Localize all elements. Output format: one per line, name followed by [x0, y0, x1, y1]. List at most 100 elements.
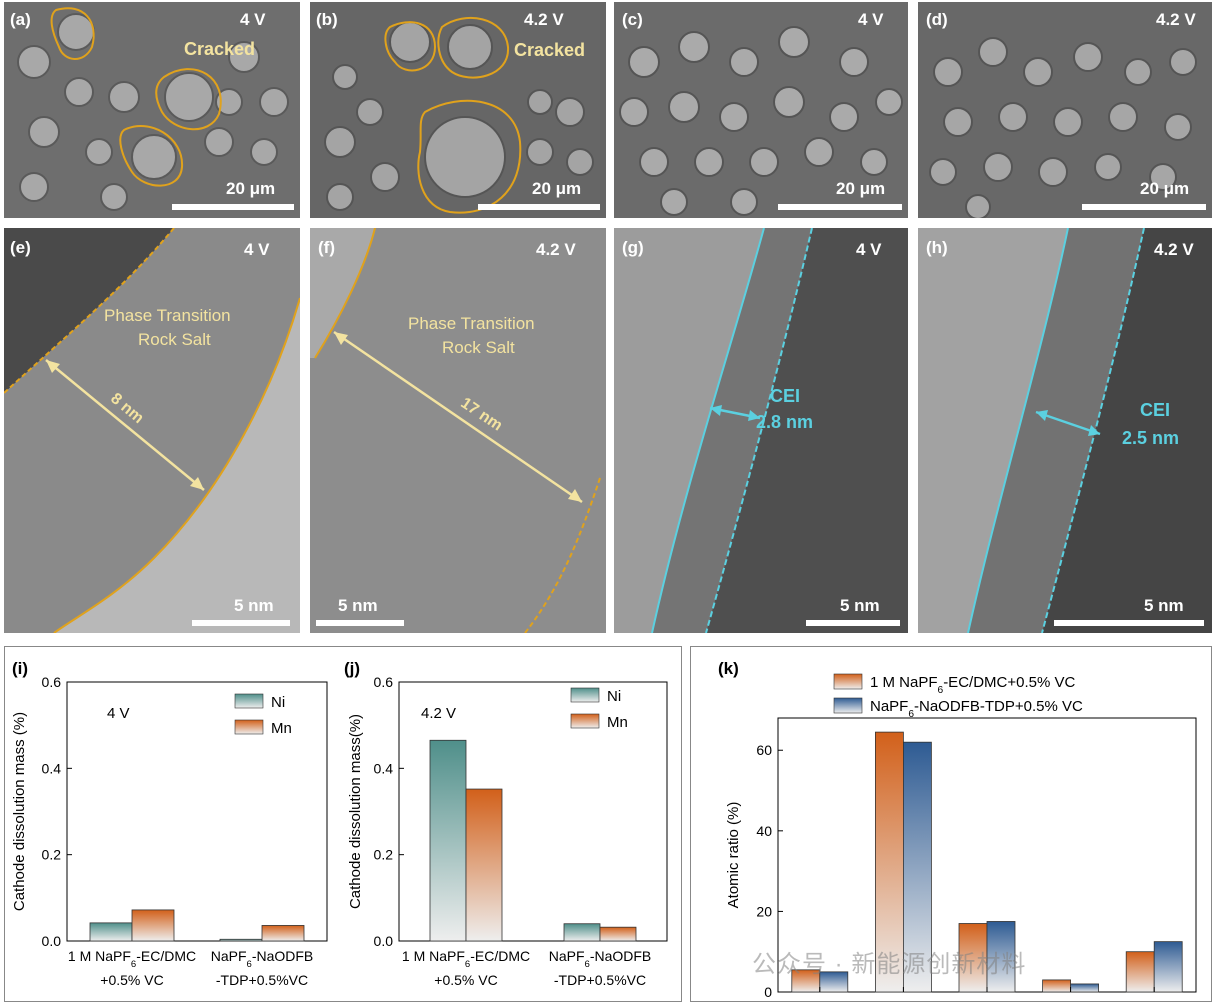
legend-label: Mn [607, 714, 628, 731]
chart-frame-k [690, 646, 1212, 1002]
panel-label: (i) [12, 659, 28, 678]
sem-panel-a: (a) 4 V Cracked 20 μm [4, 2, 300, 218]
scale-bar-label: 20 μm [1140, 179, 1190, 198]
bar-mn-1 [599, 926, 637, 942]
watermark: 公众号 · 新能源创新材料 [752, 951, 1027, 978]
legend-swatch [570, 713, 600, 729]
legend-swatch [570, 687, 600, 703]
y-axis-label: Cathode dissolution mass(%) [347, 714, 364, 909]
cei-arrow [1035, 410, 1101, 436]
bar-series1-4 [1125, 951, 1155, 993]
bar-series2-0 [819, 971, 849, 993]
tem-image-g [614, 228, 908, 633]
chart-frame-ij [4, 646, 682, 1002]
phase-label-line2: Rock Salt [138, 330, 211, 349]
chart-i: (i) 0.0 0.2 0.4 0.6 Cathode dissolution mass … [11, 659, 328, 988]
thickness-arrow [45, 359, 205, 491]
sem-panel-b: (b) 4.2 V Cracked 20 μm [310, 2, 606, 218]
panel-label: (k) [718, 659, 739, 678]
sem-panel-c: (c) 4 V 20 μm [614, 2, 908, 218]
scale-bar-label: 20 μm [532, 179, 582, 198]
sem-image-d [918, 2, 1212, 218]
voltage-label: 4 V [858, 10, 884, 29]
bar-ni-0 [429, 739, 467, 942]
sem-image-a [4, 2, 300, 218]
legend-label: Ni [607, 688, 621, 705]
panel-letter: (e) [10, 238, 31, 257]
cei-thickness: 2.5 nm [1122, 428, 1180, 448]
voltage-label: 4 V [244, 240, 270, 259]
panel-letter: (c) [622, 10, 643, 29]
bar-series2-1 [902, 741, 932, 993]
bar-series2-4 [1153, 941, 1183, 993]
legend-label: 1 M NaPF6-EC/DMC+0.5% VC [870, 674, 1075, 696]
chart-j: (j) 0.0 0.2 0.4 0.6 Cathode dissolution mass(… [344, 659, 668, 988]
cei-label: CEI [1140, 400, 1171, 420]
panel-letter: (d) [926, 10, 948, 29]
legend-swatch [234, 719, 264, 735]
y-tick-label: 0.2 [42, 847, 62, 863]
voltage-label: 4.2 V [536, 240, 576, 259]
x-tick-label-line2: -TDP+0.5%VC [216, 972, 308, 988]
chart-k: (k) 0 20 40 60 Atomic ratio (%) P+B C F Na O 1 M Na… [718, 659, 1197, 1002]
tem-image-f [310, 228, 606, 633]
y-tick-label: 40 [756, 823, 772, 839]
y-tick-label: 0.0 [42, 933, 62, 949]
sem-panel-d: (d) 4.2 V 20 μm [918, 2, 1212, 218]
bar-series1-3 [1042, 979, 1072, 993]
scale-bar-label: 5 nm [338, 596, 378, 615]
bar-ni-0 [89, 922, 133, 942]
legend-label: Mn [271, 720, 292, 737]
voltage-label: 4.2 V [1156, 10, 1196, 29]
y-tick-label: 0.0 [374, 933, 394, 949]
bar-series1-1 [874, 731, 904, 993]
plot-frame [398, 681, 668, 942]
x-tick-label: NaPF6-NaODFB [549, 948, 652, 970]
scale-bar-label: 5 nm [234, 596, 274, 615]
x-tick-label: P+B [805, 1001, 834, 1002]
voltage-inset: 4.2 V [421, 705, 456, 722]
x-tick-label: O [1148, 1001, 1160, 1002]
panel-label: (j) [344, 659, 360, 678]
legend-swatch [234, 693, 264, 709]
legend-label: NaPF6-NaODFB-TDP+0.5% VC [870, 698, 1083, 720]
panel-letter: (f) [318, 238, 335, 257]
x-tick-label: 1 M NaPF6-EC/DMC [402, 948, 530, 970]
scale-bar-label: 5 nm [840, 596, 880, 615]
x-tick-label: Na [1061, 1001, 1081, 1002]
legend-label: Ni [271, 694, 285, 711]
panel-letter: (g) [622, 238, 644, 257]
tem-image-e [4, 228, 300, 633]
bar-ni-1 [219, 938, 263, 942]
voltage-inset: 4 V [107, 705, 130, 722]
scale-bar-label: 20 μm [226, 179, 276, 198]
bar-ni-1 [563, 923, 601, 942]
plot-frame [66, 681, 328, 942]
x-tick-label: 1 M NaPF6-EC/DMC [68, 948, 196, 970]
bar-series1-2 [958, 923, 988, 993]
cei-thickness: 2.8 nm [756, 412, 814, 432]
phase-label-line1: Phase Transition [408, 314, 535, 333]
voltage-label: 4 V [856, 240, 882, 259]
y-tick-label: 0 [764, 984, 772, 1000]
cei-label: CEI [770, 386, 801, 406]
y-tick-label: 0.4 [42, 760, 62, 776]
voltage-label: 4.2 V [524, 10, 564, 29]
thickness-arrow [333, 330, 583, 504]
tem-panel-f: (f) 4.2 V Phase Transition Rock Salt 17 … [310, 228, 606, 633]
cracked-label: Cracked [514, 40, 586, 60]
legend-swatch [833, 697, 863, 714]
tem-image-h [918, 228, 1212, 633]
tem-panel-h: (h) 4.2 V CEI 2.5 nm 5 nm [918, 228, 1212, 633]
bar-series2-2 [986, 921, 1016, 993]
bar-mn-0 [131, 909, 175, 942]
panel-letter: (b) [316, 10, 338, 29]
phase-label-line1: Phase Transition [104, 306, 231, 325]
x-tick-label: NaPF6-NaODFB [211, 948, 314, 970]
legend-swatch [833, 673, 863, 690]
sem-image-c [614, 2, 908, 218]
panel-letter: (a) [10, 10, 31, 29]
bar-mn-1 [261, 925, 305, 942]
x-tick-label-line2: -TDP+0.5%VC [554, 972, 646, 988]
tem-panel-g: (g) 4 V CEI 2.8 nm 5 nm [614, 228, 908, 633]
